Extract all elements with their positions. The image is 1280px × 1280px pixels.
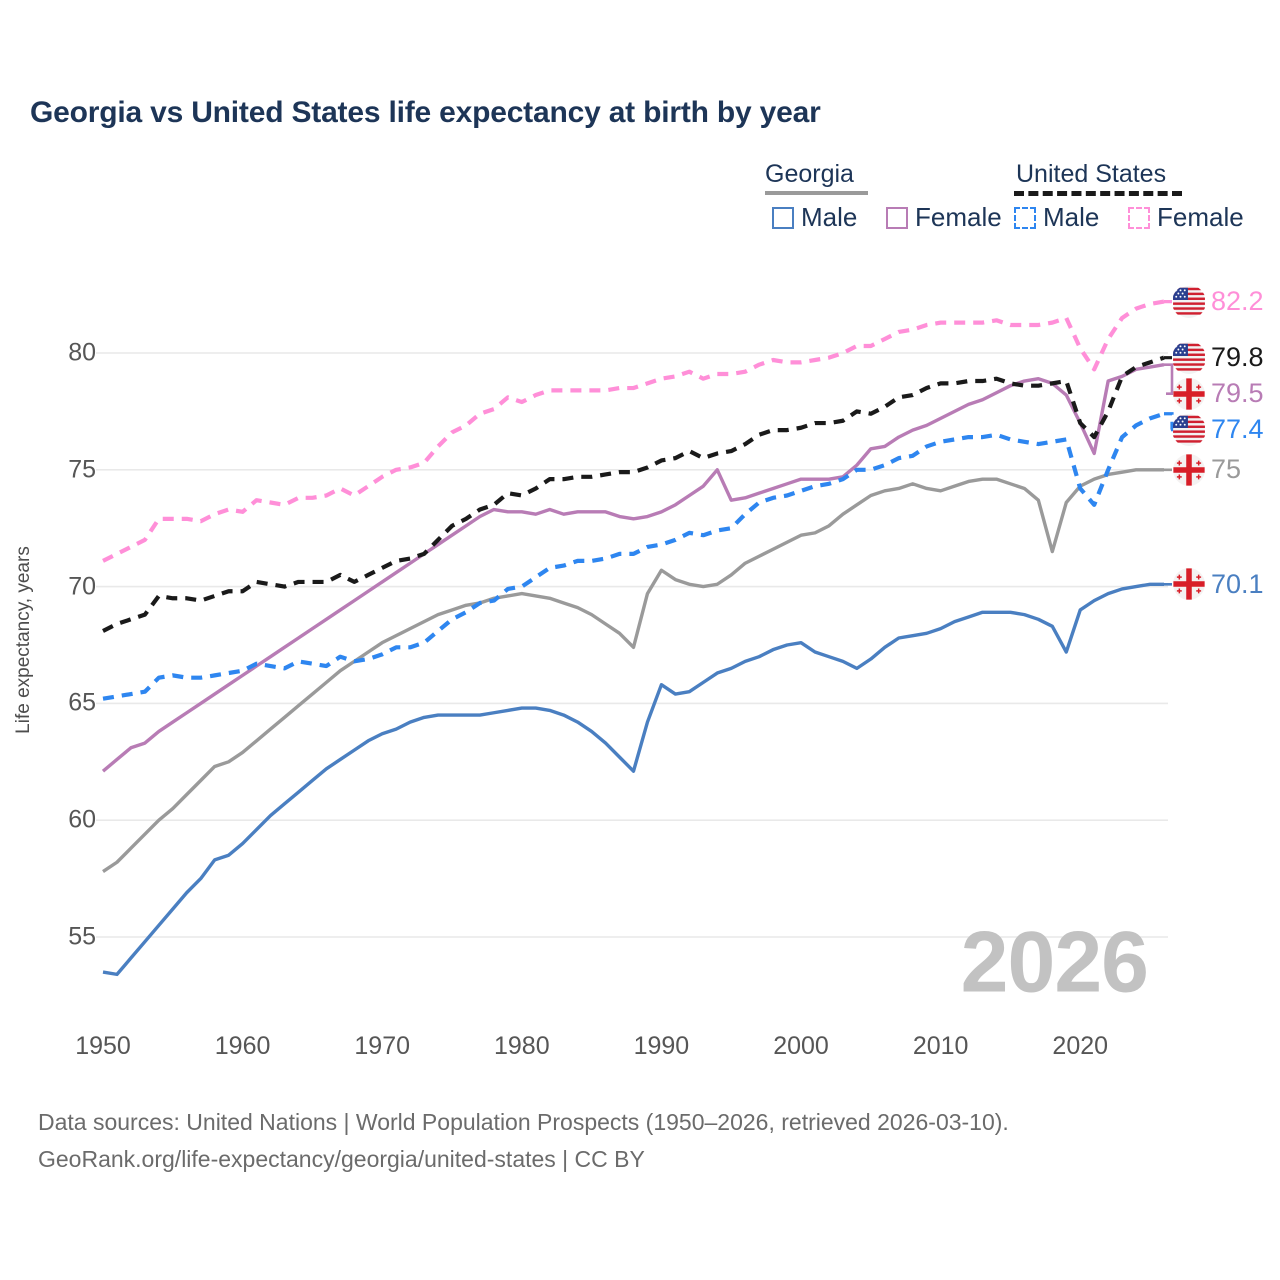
legend-item-georgia-male[interactable]: Male — [772, 202, 857, 233]
x-axis-tick-label: 1970 — [354, 1032, 411, 1060]
legend-label-georgia-male: Male — [801, 202, 858, 232]
series-end-value: 77.4 — [1211, 414, 1264, 445]
x-axis-tick-label: 2010 — [912, 1032, 969, 1060]
legend-items: Male Female Male Female — [756, 202, 1252, 242]
georgia-flag-icon — [1173, 453, 1205, 486]
legend-swatch-georgia-female — [886, 206, 908, 229]
legend-swatch-united-states-female — [1128, 206, 1150, 229]
series-end-value: 79.8 — [1211, 342, 1264, 373]
legend-item-united-states-male[interactable]: Male — [1014, 202, 1099, 233]
page-title: Georgia vs United States life expectancy… — [30, 96, 821, 129]
y-axis-tick-label: 55 — [68, 922, 96, 951]
y-axis-tick-label: 70 — [68, 572, 96, 601]
x-axis-tick-label: 2000 — [773, 1032, 829, 1060]
series-end-label: 77.4 — [1172, 413, 1264, 447]
us-flag-icon — [1173, 341, 1205, 374]
series-line — [102, 582, 1164, 977]
legend-swatch-united-states-male — [1014, 206, 1036, 229]
x-axis-tick-label: 1980 — [494, 1032, 550, 1060]
series-end-label: 79.5 — [1172, 377, 1264, 411]
series-end-label: 79.8 — [1172, 341, 1264, 375]
legend-group-headers: Georgia United States — [756, 160, 1252, 196]
series-end-label: 70.1 — [1172, 567, 1264, 601]
series-end-value: 82.2 — [1211, 286, 1264, 317]
georgia-flag-icon — [1173, 568, 1205, 601]
legend-item-georgia-female[interactable]: Female — [886, 202, 1002, 233]
series-line — [102, 468, 1164, 874]
us-flag-icon — [1173, 413, 1205, 446]
footer: Data sources: United Nations | World Pop… — [38, 1104, 1238, 1179]
y-axis-ticks: 55 60 65 70 75 80 — [18, 0, 96, 1280]
y-axis-tick-label: 80 — [68, 338, 96, 367]
legend-item-united-states-female[interactable]: Female — [1128, 202, 1244, 233]
legend-group-united-states-label: United States — [1016, 160, 1167, 188]
chart-legend: Georgia United States Male Female Male F… — [756, 160, 1252, 242]
x-axis-tick-label: 2020 — [1052, 1032, 1109, 1060]
footer-data-sources: Data sources: United Nations | World Pop… — [38, 1109, 1009, 1135]
year-watermark: 2026 — [960, 914, 1149, 1011]
series-line — [102, 299, 1165, 563]
series-line — [102, 355, 1165, 633]
x-axis-tick-label: 1990 — [633, 1032, 690, 1060]
legend-label-united-states-male: Male — [1043, 202, 1100, 232]
y-axis-tick-label: 75 — [68, 455, 96, 484]
legend-swatch-georgia-male — [772, 206, 794, 229]
legend-group-georgia-label: Georgia — [765, 160, 854, 188]
series-line — [101, 363, 1165, 773]
y-axis-tick-label: 60 — [68, 805, 96, 834]
legend-group-united-states-rule — [1014, 191, 1182, 196]
series-line — [102, 411, 1165, 701]
georgia-flag-icon — [1173, 377, 1205, 410]
footer-attribution: GeoRank.org/life-expectancy/georgia/unit… — [38, 1146, 645, 1173]
legend-label-georgia-female: Female — [915, 202, 1002, 232]
series-leader-line — [1164, 363, 1174, 395]
legend-group-georgia-rule — [765, 191, 868, 195]
y-axis-tick-label: 65 — [68, 688, 96, 717]
series-leader-line — [1164, 412, 1174, 432]
series-end-value: 79.5 — [1211, 378, 1264, 409]
series-end-value: 75 — [1211, 454, 1242, 485]
legend-label-united-states-female: Female — [1157, 202, 1244, 232]
x-axis-tick-label: 1950 — [75, 1032, 131, 1060]
us-flag-icon — [1173, 285, 1205, 318]
x-axis-tick-label: 1960 — [214, 1032, 271, 1060]
series-end-label: 82.2 — [1172, 285, 1264, 319]
series-end-value: 70.1 — [1211, 568, 1264, 599]
series-end-label: 75 — [1172, 453, 1241, 487]
